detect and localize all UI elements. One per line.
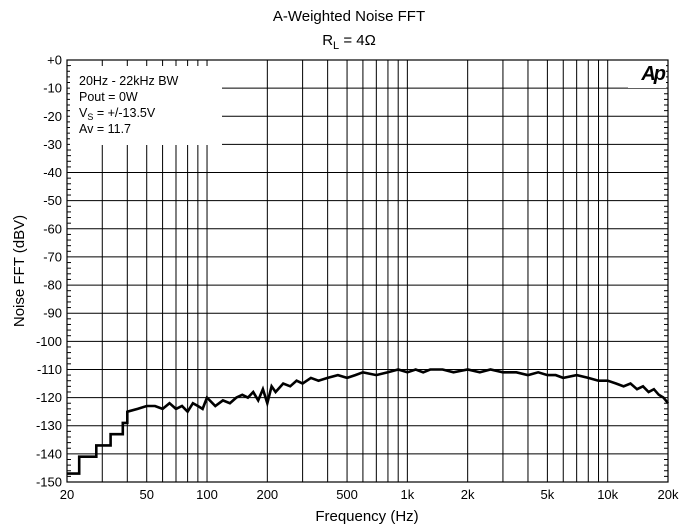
grid bbox=[67, 59, 668, 483]
noise-series-line bbox=[67, 368, 670, 475]
y-tick-label: -140 bbox=[36, 446, 62, 461]
subtitle-rest: = 4Ω bbox=[339, 32, 376, 49]
series-layer bbox=[67, 368, 670, 475]
y-tick-label: -20 bbox=[43, 109, 62, 124]
y-tick-label: -50 bbox=[43, 193, 62, 208]
annotation-box bbox=[70, 66, 222, 145]
y-tick-label: -90 bbox=[43, 306, 62, 321]
ap-logo: Ap bbox=[640, 63, 665, 85]
y-tick-label: -70 bbox=[43, 249, 62, 264]
chart-subtitle: RL = 4Ω bbox=[322, 32, 376, 52]
x-tick-label: 50 bbox=[139, 487, 153, 502]
annotation-gain: Av = 11.7 bbox=[79, 122, 131, 136]
y-tick-label: -150 bbox=[36, 475, 62, 490]
x-tick-label: 10k bbox=[597, 487, 618, 502]
y-axis-label: Noise FFT (dBV) bbox=[11, 215, 28, 327]
y-tick-label: -10 bbox=[43, 81, 62, 96]
annotation-vs-main: V bbox=[79, 106, 88, 120]
y-tick-label: -110 bbox=[37, 362, 62, 377]
y-tick-label: -120 bbox=[36, 390, 62, 405]
chart-title: A-Weighted Noise FFT bbox=[273, 8, 425, 25]
y-tick-label: -130 bbox=[36, 418, 62, 433]
logo-box bbox=[628, 58, 666, 88]
x-tick-label: 100 bbox=[196, 487, 218, 502]
plot-frame bbox=[66, 59, 669, 483]
x-axis-ticks: 20 50 100 200 500 1k 2k 5k 10k 20k bbox=[60, 487, 679, 502]
y-tick-label: -40 bbox=[43, 165, 62, 180]
y-tick-label: -80 bbox=[43, 278, 62, 293]
y-tick-label: -30 bbox=[43, 137, 62, 152]
y-tick-label: +0 bbox=[47, 53, 62, 68]
x-tick-label: 20k bbox=[658, 487, 679, 502]
x-tick-label: 20 bbox=[60, 487, 74, 502]
annotation-pout: Pout = 0W bbox=[79, 90, 138, 104]
x-axis-label: Frequency (Hz) bbox=[315, 508, 418, 525]
subtitle-subscript: L bbox=[333, 40, 339, 52]
subtitle-main: R bbox=[322, 32, 333, 49]
y-axis-ticks: +0 -10 -20 -30 -40 -50 -60 -70 -80 -90 -100 -110 -12… bbox=[36, 53, 668, 490]
x-tick-label: 2k bbox=[461, 487, 475, 502]
annotation-vs-rest: = +/-13.5V bbox=[93, 106, 156, 120]
x-tick-label: 1k bbox=[400, 487, 414, 502]
annotation-bandwidth: 20Hz - 22kHz BW bbox=[79, 74, 179, 88]
x-tick-label: 5k bbox=[541, 487, 555, 502]
annotation-supply-voltage: VS = +/-13.5V bbox=[79, 106, 156, 122]
y-tick-label: -60 bbox=[43, 221, 62, 236]
x-tick-label: 500 bbox=[336, 487, 358, 502]
y-tick-label: -100 bbox=[36, 334, 62, 349]
annotation-vs-sub: S bbox=[87, 112, 93, 122]
x-tick-label: 200 bbox=[256, 487, 278, 502]
